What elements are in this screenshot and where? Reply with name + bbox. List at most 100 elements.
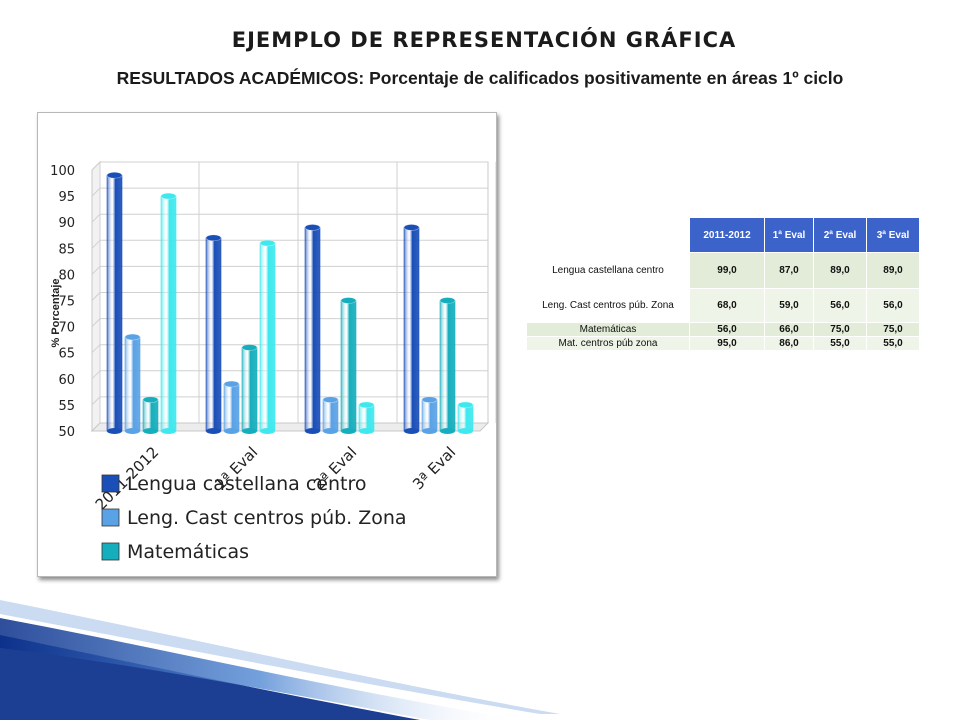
bar-body: [322, 399, 339, 432]
bar-base: [323, 428, 338, 434]
y-tick-label: 70: [58, 321, 75, 336]
gridline: [91, 213, 101, 223]
table-row: Leng. Cast centros púb. Zona 68,0 59,0 5…: [526, 288, 920, 323]
bar-cap: [304, 224, 321, 231]
table-header-row: 2011-2012 1ª Eval 2ª Eval 3ª Eval: [526, 217, 920, 253]
y-axis-ticks: 100 95 90 85 80 75 70 65 60 55 50: [50, 164, 75, 440]
bar: [340, 297, 357, 434]
bar-body: [403, 227, 420, 432]
bar-base: [260, 428, 275, 434]
bar-cap: [340, 297, 357, 304]
bar-cap: [205, 234, 222, 242]
bar-cap: [241, 344, 258, 351]
y-tick-label: 85: [58, 242, 75, 257]
table-cell: 59,0: [764, 288, 814, 323]
chart-frame: 100 95 90 85 80 75 70 65 60 55 50 2011-2012 1ª Eval…: [37, 112, 497, 577]
bar-cap: [358, 401, 375, 409]
table-cell: 86,0: [764, 336, 814, 351]
y-tick-label: 90: [58, 216, 75, 231]
y-tick-label: 60: [58, 373, 75, 388]
bar-base: [458, 428, 473, 434]
legend-item: Lengua castellana centro: [101, 473, 366, 495]
chart-legend: Lengua castellana centro Leng. Cast centr…: [101, 473, 407, 563]
decorative-swoosh: [0, 600, 560, 720]
table-row: Lengua castellana centro 99,0 87,0 89,0 …: [526, 252, 920, 289]
gridline: [91, 239, 101, 249]
gridline: [91, 187, 101, 197]
bar: [403, 224, 420, 434]
y-tick-label: 95: [58, 190, 75, 205]
table-row-label: Leng. Cast centros púb. Zona: [526, 288, 690, 323]
data-table: 2011-2012 1ª Eval 2ª Eval 3ª Eval Lengua…: [526, 217, 920, 351]
legend-label: Leng. Cast centros púb. Zona: [127, 507, 407, 529]
table-cell: 75,0: [813, 322, 867, 337]
x-tick-label: 3ª Eval: [409, 443, 459, 493]
table-cell: 68,0: [689, 288, 765, 323]
table-cell: 55,0: [866, 336, 920, 351]
legend-swatch: [101, 474, 120, 493]
bar: [124, 333, 141, 434]
bar: [142, 396, 159, 434]
bar-cap: [439, 297, 456, 304]
bar-body: [160, 195, 177, 432]
y-tick-label: 75: [58, 295, 75, 310]
bar-body: [340, 300, 357, 432]
gridline: [91, 266, 101, 275]
bar-body: [304, 227, 321, 432]
bar-body: [205, 237, 222, 432]
gridline: [91, 161, 101, 171]
bar: [439, 297, 456, 434]
bar-cap: [223, 380, 240, 388]
table-row-label: Matemáticas: [526, 322, 690, 337]
bar: [106, 171, 123, 434]
bar-base: [359, 428, 374, 434]
slide-title: EJEMPLO DE REPRESENTACIÓN GRÁFICA: [231, 28, 737, 52]
bar-cap: [106, 171, 123, 179]
bar-base: [440, 428, 455, 434]
table-cell: 89,0: [813, 252, 867, 289]
gridline: [91, 370, 101, 380]
bar-base: [143, 428, 158, 434]
bar: [259, 239, 276, 434]
gridline: [91, 292, 101, 301]
legend-swatch: [101, 508, 120, 527]
bar: [358, 401, 375, 434]
bar-base: [422, 428, 437, 434]
bar-cap: [421, 396, 438, 403]
slide-subtitle: RESULTADOS ACADÉMICOS: Porcentaje de cal…: [116, 68, 844, 88]
table-header-cell: 2ª Eval: [813, 217, 867, 253]
table-cell: 66,0: [764, 322, 814, 337]
table-cell: 87,0: [764, 252, 814, 289]
bar-body: [241, 347, 258, 432]
bar-cap: [259, 239, 276, 247]
table-header-empty: [526, 217, 690, 253]
bar-base: [404, 428, 419, 434]
table-header-cell: 1ª Eval: [764, 217, 814, 253]
table-cell: 89,0: [866, 252, 920, 289]
gridline: [91, 318, 101, 327]
y-tick-label: 50: [58, 425, 75, 440]
table-row-label: Lengua castellana centro: [526, 252, 690, 289]
bar-base: [107, 428, 122, 434]
bar: [160, 192, 177, 434]
bar-body: [457, 404, 474, 432]
bar-cap: [160, 192, 177, 200]
bar-body: [421, 399, 438, 432]
bar: [223, 380, 240, 434]
gridline: [91, 396, 101, 406]
bar: [457, 401, 474, 434]
gridline: [91, 344, 101, 354]
y-tick-label: 55: [58, 399, 75, 414]
bar-cap: [403, 224, 420, 231]
bar-base: [305, 428, 320, 434]
bar-base: [224, 428, 239, 434]
bar-base: [206, 428, 221, 434]
table-cell: 99,0: [689, 252, 765, 289]
table-cell: 56,0: [813, 288, 867, 323]
bar-body: [124, 336, 141, 432]
legend-swatch: [101, 542, 120, 561]
table-cell: 56,0: [689, 322, 765, 337]
y-tick-label: 100: [50, 164, 75, 179]
bar: [205, 234, 222, 434]
